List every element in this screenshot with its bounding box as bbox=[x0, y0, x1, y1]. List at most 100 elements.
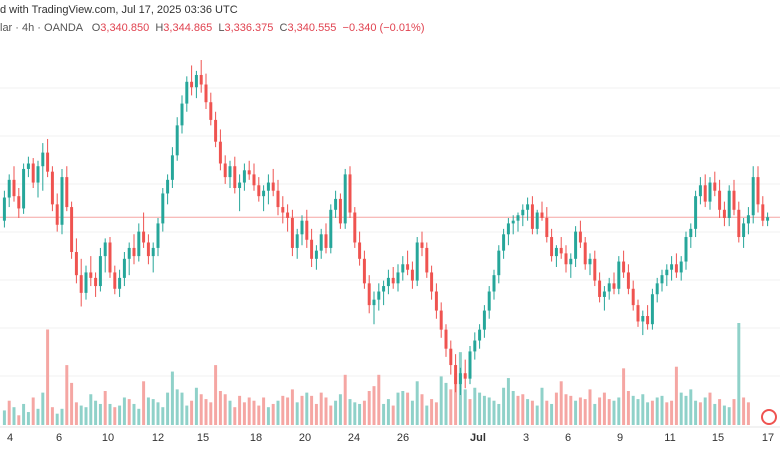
candle-body bbox=[598, 280, 602, 297]
candle-body bbox=[300, 220, 304, 235]
volume-bar bbox=[746, 402, 750, 425]
x-axis-tick-label: Jul bbox=[470, 432, 486, 444]
x-axis-tick-label: 11 bbox=[664, 432, 675, 444]
volume-bar bbox=[713, 403, 717, 425]
candle-body bbox=[286, 212, 290, 218]
x-axis-tick-label: 12 bbox=[152, 432, 164, 444]
candle-body bbox=[660, 275, 664, 284]
volume-bar bbox=[377, 374, 381, 425]
candle-body bbox=[50, 171, 54, 205]
volume-bar bbox=[574, 400, 578, 425]
volume-bar bbox=[122, 397, 126, 425]
candle-body bbox=[334, 198, 338, 210]
volume-bar bbox=[276, 400, 280, 425]
volume-bar bbox=[478, 392, 482, 425]
candle-body bbox=[266, 182, 270, 191]
candle-body bbox=[583, 242, 587, 265]
volume-bar bbox=[209, 402, 213, 425]
tradingview-logo-icon bbox=[761, 409, 777, 425]
x-axis-tick-label: 6 bbox=[56, 432, 62, 444]
x-axis-tick-label: 20 bbox=[299, 432, 311, 444]
volume-bar bbox=[74, 402, 78, 425]
candle-body bbox=[305, 220, 309, 240]
x-axis-tick-label: 26 bbox=[397, 432, 409, 444]
volume-bar bbox=[223, 394, 227, 425]
volume-bar bbox=[530, 400, 534, 425]
volume-bar bbox=[415, 381, 419, 425]
volume-bar bbox=[382, 403, 386, 425]
volume-bar bbox=[703, 397, 707, 425]
volume-bar bbox=[540, 387, 544, 425]
volume-bar bbox=[146, 397, 150, 425]
candle-body bbox=[718, 190, 722, 210]
volume-bar bbox=[742, 397, 746, 425]
x-axis-tick-label: 3 bbox=[523, 432, 529, 444]
volume-bar bbox=[727, 407, 731, 425]
candle-body bbox=[487, 291, 491, 311]
volume-bar bbox=[84, 407, 88, 425]
volume-bar bbox=[655, 397, 659, 425]
volume-bar bbox=[602, 392, 606, 425]
candle-body bbox=[641, 316, 645, 322]
x-axis-tick-label: 4 bbox=[7, 432, 13, 444]
volume-bar bbox=[406, 392, 410, 425]
volume-bar bbox=[578, 397, 582, 425]
candle-body bbox=[401, 264, 405, 273]
candle-body bbox=[185, 81, 189, 104]
volume-bar bbox=[718, 399, 722, 425]
volume-bar bbox=[670, 400, 674, 425]
volume-bar bbox=[310, 395, 314, 425]
volume-bar bbox=[180, 392, 184, 425]
volume-bar bbox=[367, 391, 371, 425]
candle-body bbox=[622, 261, 626, 273]
candle-body bbox=[569, 258, 573, 265]
candle-body bbox=[247, 170, 251, 175]
candle-body bbox=[314, 250, 318, 259]
volume-bar bbox=[103, 391, 107, 425]
volume-bar bbox=[286, 397, 290, 425]
volume-bar bbox=[199, 394, 203, 425]
volume-bar bbox=[492, 400, 496, 425]
x-axis-tick-label: 17 bbox=[762, 432, 774, 444]
candle-body bbox=[132, 247, 136, 257]
candle-body bbox=[439, 310, 443, 330]
candle-body bbox=[742, 223, 746, 238]
volume-bar bbox=[218, 391, 222, 425]
volume-bar bbox=[233, 407, 237, 425]
volume-bar bbox=[108, 403, 112, 425]
volume-bar bbox=[94, 400, 98, 425]
candle-body bbox=[506, 223, 510, 235]
candle-body bbox=[290, 217, 294, 248]
candle-body bbox=[329, 209, 333, 248]
volume-bar bbox=[593, 403, 597, 425]
volume-bar bbox=[290, 389, 294, 425]
volume-bar bbox=[238, 395, 242, 425]
volume-bar bbox=[194, 387, 198, 425]
candle-body bbox=[175, 125, 179, 156]
candle-body bbox=[689, 228, 693, 238]
volume-bar bbox=[679, 392, 683, 425]
candle-body bbox=[727, 190, 731, 218]
candle-body bbox=[60, 177, 64, 225]
candle-body bbox=[492, 275, 496, 292]
volume-bar bbox=[79, 405, 83, 425]
volume-bar bbox=[684, 395, 688, 425]
candle-body bbox=[41, 152, 45, 167]
volume-bar bbox=[487, 397, 491, 425]
volume-bar bbox=[2, 410, 6, 425]
volume-bar bbox=[46, 329, 50, 425]
volume-bar bbox=[242, 402, 246, 425]
candle-body bbox=[406, 264, 410, 270]
candle-body bbox=[319, 234, 323, 251]
volume-bar bbox=[70, 382, 74, 425]
candle-body bbox=[679, 261, 683, 273]
candle-body bbox=[276, 190, 280, 208]
candle-body bbox=[386, 277, 390, 287]
volume-bar bbox=[420, 394, 424, 425]
candle-body bbox=[761, 204, 765, 221]
close-label: C bbox=[279, 22, 288, 34]
volume-bar bbox=[439, 376, 443, 425]
volume-bar bbox=[324, 397, 328, 425]
volume-bar bbox=[391, 405, 395, 425]
